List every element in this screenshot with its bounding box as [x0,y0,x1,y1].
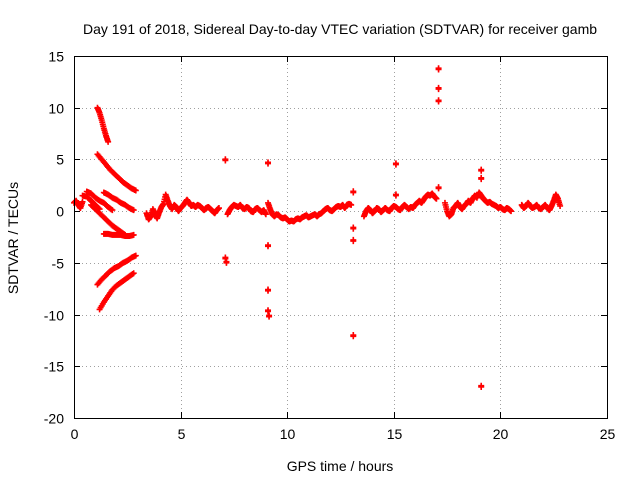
data-point [348,201,355,208]
data-point [222,254,229,261]
data-point [222,156,229,163]
chart-title: Day 191 of 2018, Sidereal Day-to-day VTE… [83,21,597,37]
y-axis-label: SDTVAR / TECUs [5,182,21,294]
data-point [130,207,137,214]
grid [74,56,607,418]
data-point [223,258,230,265]
data-point [266,312,273,319]
data-point [435,84,442,91]
x-tick-label: 5 [178,426,186,442]
data-point [132,187,139,194]
data-point [215,205,222,212]
data-point [105,138,112,145]
y-tick-label: 5 [56,152,64,168]
data-point [392,191,399,198]
data-point [265,159,272,166]
data-point [435,184,442,191]
data-point [508,208,515,215]
data-point [350,332,357,339]
data-point [392,160,399,167]
data-point [130,270,137,277]
axis-ticks: 0 5 10 15 20 25 -20 -15 -10 -5 0 5 10 15 [44,49,616,443]
data-point [265,242,272,249]
data-point [557,202,564,209]
y-tick-label: 0 [56,204,64,220]
y-tick-label: 15 [48,49,64,65]
data-point [435,65,442,72]
x-tick-label: 10 [280,426,296,442]
x-tick-label: 0 [71,426,79,442]
x-tick-label: 25 [600,426,616,442]
y-tick-label: -15 [44,359,64,375]
data-point [79,198,86,205]
y-tick-label: -20 [44,411,64,427]
data-point [265,307,272,314]
x-tick-label: 15 [387,426,403,442]
data-point [265,286,272,293]
data-points [71,65,564,390]
data-point [262,211,269,218]
data-point [478,166,485,173]
data-point [350,224,357,231]
data-point [109,207,116,214]
y-tick-label: -5 [52,256,65,272]
data-point [435,97,442,104]
data-point [130,231,137,238]
data-point [350,236,357,243]
x-axis-label: GPS time / hours [287,458,394,474]
x-tick-label: 20 [493,426,509,442]
y-tick-label: -10 [44,308,64,324]
plot-frame [74,56,608,419]
y-tick-label: 10 [48,101,64,117]
data-point [478,174,485,181]
data-point [132,252,139,259]
data-point [478,382,485,389]
data-point [350,188,357,195]
data-point [433,195,440,202]
